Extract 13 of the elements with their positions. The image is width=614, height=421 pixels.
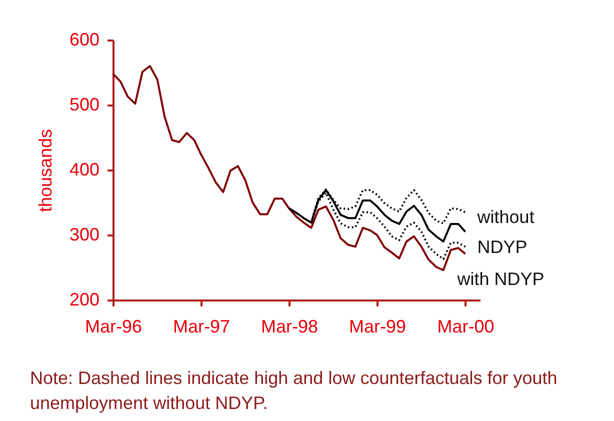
x-tick-label: Mar-00 [437, 316, 494, 336]
y-tick-label: 300 [69, 224, 100, 244]
x-tick-label: Mar-97 [173, 316, 230, 336]
y-tick-label: 200 [69, 290, 100, 310]
y-tick-label: 400 [69, 160, 100, 180]
y-axis-title: thousands [35, 128, 56, 212]
y-tick-label: 600 [69, 30, 100, 50]
series-label: with NDYP [456, 268, 544, 289]
x-tick-label: Mar-96 [84, 316, 142, 336]
y-tick-label: 500 [69, 94, 100, 114]
x-tick-label: Mar-99 [349, 316, 406, 336]
text: Note: Dashed lines indicate high and low counterfactuals for youth unemployment without NDYP. [30, 367, 558, 415]
x-tick-label: Mar-98 [261, 316, 318, 336]
